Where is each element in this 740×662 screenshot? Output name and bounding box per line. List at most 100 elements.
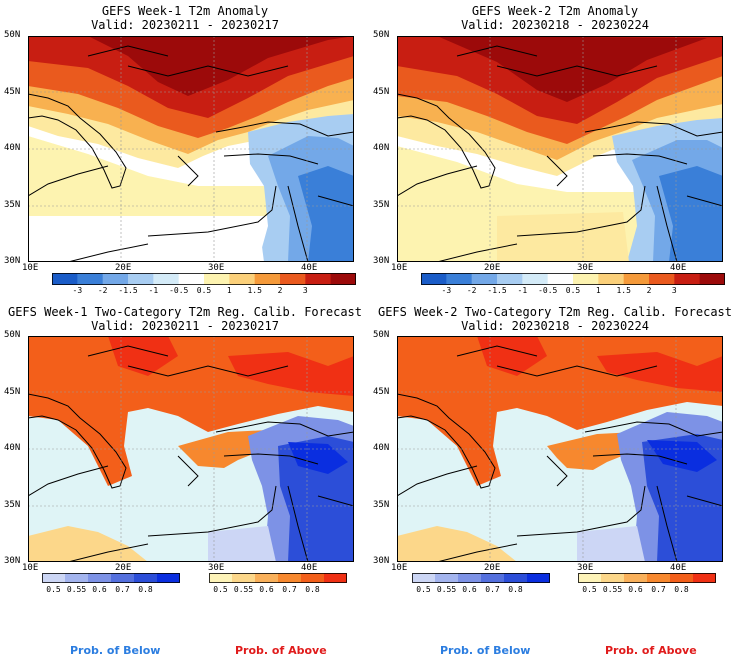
cb-anom-2-swatch-6 [573,273,599,285]
lat-label-0-3: 35N [4,199,21,210]
above1-tick-0: 0.5 [213,585,228,594]
cb-anom-1-swatch-6 [204,273,230,285]
cb-below-1-swatch-5 [157,573,180,583]
anom2-tick-2: -1.5 [487,286,507,295]
lat-label-1-3: 35N [373,199,390,210]
anom1-tick-5: 0.5 [196,286,212,295]
above2-tick-3: 0.7 [651,585,666,594]
probability-map-week2 [397,336,723,562]
cb-anom-1-swatch-0 [52,273,78,285]
lat-label-3-3: 35N [373,499,390,510]
anom2-tick-7: 1.5 [616,286,631,295]
cb-above-1-swatch-1 [232,573,256,583]
lon-label-2-0: 10E [22,563,39,573]
cb-above-2-swatch-3 [647,573,671,583]
cb-above-1-swatch-2 [255,573,279,583]
lat-label-2-1: 45N [4,386,21,397]
anom1-tick-9: 3 [302,286,308,295]
below1-tick-1: 0.55 [66,585,87,594]
anom2-tick-5: 0.5 [565,286,581,295]
panel-title-4: GEFS Week-2 Two-Category T2m Reg. Calib.… [370,305,740,333]
above2-tick-4: 0.8 [674,585,689,594]
below2-tick-0: 0.5 [416,585,431,594]
cb-anom-2-swatch-2 [471,273,498,285]
cb-anom-1-swatch-8 [254,273,281,285]
lat-label-1-1: 45N [373,86,390,97]
anom1-tick-6: 1 [226,286,232,295]
lon-label-1-1: 20E [484,263,501,273]
anomaly-colorbar-week1 [52,273,356,285]
cb-anom-2-swatch-1 [446,273,473,285]
above2-tick-2: 0.6 [628,585,643,594]
anom2-tick-0: -3 [441,286,452,295]
cb-below-2-swatch-3 [481,573,505,583]
anom1-tick-0: -3 [72,286,83,295]
lon-label-2-2: 30E [208,563,225,573]
cb-below-2-swatch-2 [458,573,482,583]
lon-label-3-2: 30E [577,563,594,573]
below2-tick-4: 0.8 [508,585,523,594]
lon-label-0-0: 10E [22,263,39,273]
anomaly-colorbar-week2 [421,273,725,285]
panel-1-title: GEFS Week-1 T2m Anomaly [101,4,269,18]
anom1-tick-8: 2 [277,286,283,295]
lon-label-3-0: 10E [391,563,408,573]
prob-above-label-week2: Prob. of Above [605,644,697,657]
lat-label-1-4: 30N [373,256,390,266]
above1-tick-1: 0.55 [233,585,254,594]
panel-4-valid: Valid: 20230218 - 20230224 [461,319,649,333]
anom1-tick-3: -1 [148,286,159,295]
cb-below-2-swatch-5 [527,573,550,583]
below2-tick-1: 0.55 [436,585,457,594]
anom1-tick-7: 1.5 [247,286,262,295]
cb-below-1-swatch-3 [111,573,135,583]
cb-anom-1-swatch-5 [178,273,205,285]
above1-tick-3: 0.7 [282,585,297,594]
cb-anom-1-swatch-4 [153,273,180,285]
above-colorbar-week1 [209,573,347,583]
lat-label-1-2: 40N [373,143,390,153]
cb-below-1-swatch-0 [42,573,66,583]
above1-tick-4: 0.8 [305,585,320,594]
anomaly-map-week1 [28,36,354,262]
anom2-tick-9: 3 [671,286,677,295]
cb-below-2-swatch-0 [412,573,436,583]
cb-anom-1-swatch-9 [280,273,306,285]
cb-anom-1-swatch-1 [77,273,104,285]
cb-above-2-swatch-0 [578,573,602,583]
anom1-tick-1: -2 [97,286,108,295]
lat-label-2-2: 40N [4,443,21,453]
probability-map-week1 [28,336,354,562]
cb-anom-2-swatch-8 [623,273,650,285]
cb-below-1-swatch-1 [65,573,89,583]
lat-label-3-0: 50N [373,330,390,340]
lat-label-2-4: 30N [4,556,21,566]
lat-label-0-4: 30N [4,256,21,266]
cb-above-2-swatch-2 [624,573,648,583]
lon-label-3-1: 20E [484,563,501,573]
below2-tick-2: 0.6 [462,585,477,594]
below1-tick-2: 0.6 [92,585,107,594]
cb-above-1-swatch-5 [324,573,347,583]
lat-label-3-1: 45N [373,386,390,397]
cb-above-2-swatch-4 [670,573,694,583]
lat-label-2-0: 50N [4,330,21,340]
cb-below-2-swatch-4 [504,573,528,583]
cb-anom-2-swatch-9 [649,273,675,285]
prob-above-label-week1: Prob. of Above [235,644,327,657]
panel-3-title: GEFS Week-1 Two-Category T2m Reg. Calib.… [7,305,362,319]
cb-anom-2-swatch-10 [674,273,701,285]
lat-label-0-1: 45N [4,86,21,97]
panel-4-title: GEFS Week-2 Two-Category T2m Reg. Calib.… [377,305,732,319]
lat-label-0-0: 50N [4,30,21,40]
anom2-tick-3: -1 [517,286,528,295]
cb-anom-1-swatch-7 [229,273,256,285]
lon-label-0-2: 30E [208,263,225,273]
anom2-tick-6: 1 [595,286,601,295]
anomaly-map-week2 [397,36,723,262]
panel-2-valid: Valid: 20230218 - 20230224 [461,18,649,32]
cb-above-2-swatch-5 [693,573,716,583]
anom1-tick-2: -1.5 [118,286,138,295]
cb-anom-2-swatch-5 [547,273,574,285]
cb-anom-2-swatch-7 [598,273,625,285]
